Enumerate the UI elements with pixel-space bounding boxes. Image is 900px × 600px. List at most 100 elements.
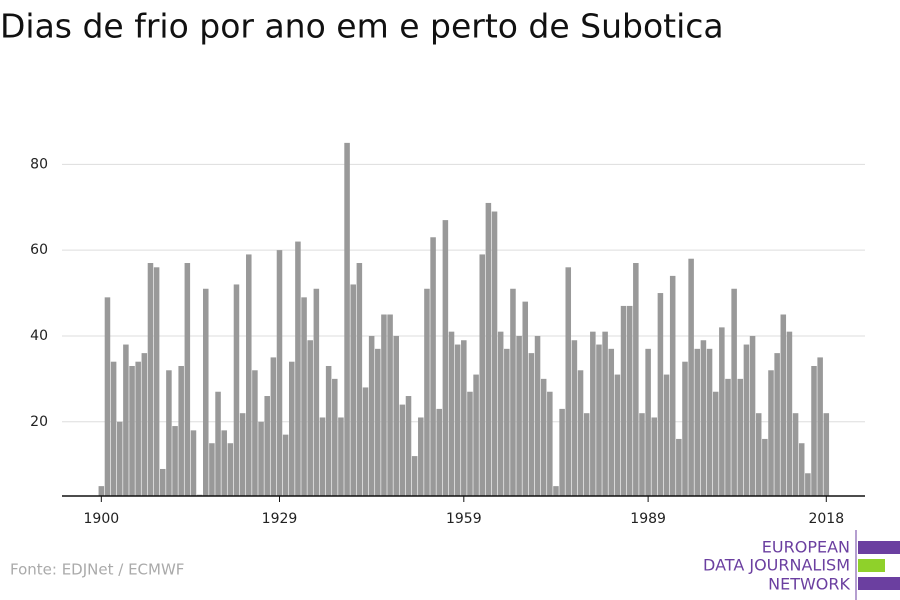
bar — [430, 237, 436, 496]
bar — [98, 486, 105, 496]
bar — [522, 301, 529, 496]
bar — [252, 370, 258, 496]
bar — [381, 314, 387, 496]
bar — [792, 413, 799, 496]
bar — [411, 456, 418, 496]
bar — [749, 335, 756, 496]
bar — [688, 258, 694, 496]
bar — [172, 426, 178, 496]
bar — [178, 365, 184, 496]
bar — [282, 434, 289, 496]
logo-bar — [858, 541, 900, 554]
bar — [596, 344, 602, 496]
x-tick-label: 1900 — [84, 511, 120, 527]
bar — [504, 348, 510, 496]
bar — [669, 275, 676, 496]
bar — [448, 331, 455, 496]
bar — [510, 288, 516, 496]
bar — [737, 378, 744, 496]
bar — [467, 391, 473, 496]
y-tick-label: 40 — [30, 328, 48, 344]
bar — [577, 370, 584, 496]
bar — [454, 344, 461, 496]
logo-text: EUROPEAN — [762, 538, 850, 557]
bar — [313, 288, 320, 496]
bar — [276, 250, 283, 496]
bar — [565, 267, 572, 496]
bar — [399, 404, 406, 496]
bar — [332, 378, 338, 496]
bar — [227, 443, 234, 496]
bar — [590, 331, 596, 496]
bar — [418, 417, 424, 496]
bar — [159, 468, 166, 496]
bar — [375, 348, 381, 496]
bar — [356, 263, 363, 496]
bar — [461, 340, 467, 496]
bar — [719, 327, 725, 496]
bar — [571, 340, 578, 496]
bar — [743, 344, 750, 496]
bar — [424, 288, 430, 496]
bar — [203, 288, 209, 496]
bar — [682, 361, 688, 496]
bar — [393, 335, 399, 496]
bar — [534, 335, 541, 496]
bar — [620, 305, 627, 496]
bar — [547, 391, 553, 496]
bar — [350, 284, 356, 496]
bar — [553, 486, 559, 496]
bar — [645, 348, 651, 496]
bar — [344, 142, 350, 496]
bar — [116, 421, 123, 496]
bar — [209, 443, 215, 496]
bar — [583, 413, 590, 496]
bar — [123, 344, 129, 496]
bar — [762, 438, 768, 496]
bar — [786, 331, 793, 496]
bar — [301, 297, 307, 496]
bar — [663, 374, 670, 496]
bar — [295, 241, 301, 496]
bar — [657, 293, 664, 496]
bar — [633, 263, 639, 496]
bar — [319, 417, 326, 496]
bar — [608, 348, 615, 496]
bar — [264, 396, 270, 496]
bar — [270, 357, 277, 496]
bar — [405, 396, 412, 496]
bar — [436, 408, 442, 496]
x-tick-label: 1959 — [446, 511, 482, 527]
bar — [485, 202, 492, 496]
bar — [651, 417, 658, 496]
bar — [676, 438, 682, 496]
bar — [110, 361, 117, 496]
bar — [731, 288, 737, 496]
bar — [497, 331, 504, 496]
bar — [387, 314, 393, 496]
bar — [338, 417, 344, 496]
y-tick-label: 20 — [30, 414, 48, 430]
bar — [780, 314, 787, 496]
bar — [233, 284, 240, 496]
bar — [774, 353, 780, 496]
bar — [805, 473, 811, 496]
bar — [823, 413, 830, 496]
logo-text: NETWORK — [768, 575, 850, 594]
bar — [614, 374, 621, 496]
bar — [694, 348, 701, 496]
bar — [362, 387, 369, 496]
bar — [147, 263, 154, 496]
bar — [325, 365, 332, 496]
logo-text: DATA JOURNALISM — [703, 556, 850, 575]
bar — [104, 297, 111, 496]
bar — [307, 340, 313, 496]
logo: EUROPEAN DATA JOURNALISM NETWORK — [703, 530, 900, 600]
bar — [215, 391, 221, 496]
x-tick-label: 1989 — [630, 511, 666, 527]
x-tick-label: 2018 — [808, 511, 844, 527]
bar — [768, 370, 774, 496]
y-tick-label: 80 — [30, 156, 48, 172]
bar — [712, 391, 719, 496]
